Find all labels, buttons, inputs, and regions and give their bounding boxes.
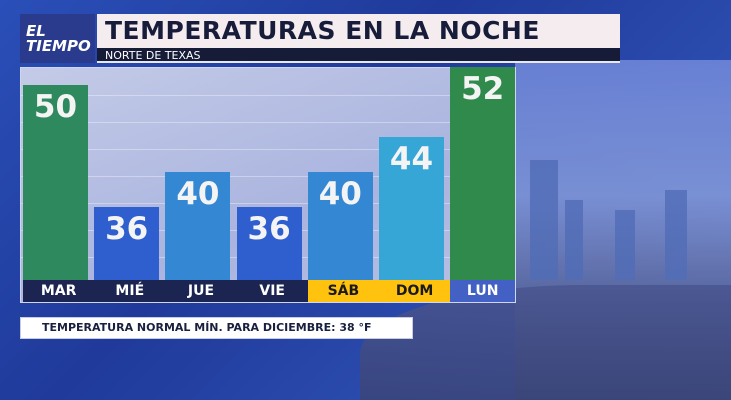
bar-4: 40	[307, 172, 373, 280]
day-label: VIE	[236, 280, 308, 302]
gridline	[21, 95, 515, 96]
day-label: MIÉ	[94, 280, 166, 302]
bar-value-label: 40	[176, 176, 220, 213]
subtitle: NORTE DE TEXAS	[97, 48, 620, 63]
day-label: MAR	[23, 280, 95, 302]
bar-value-label: 36	[105, 211, 149, 248]
logo-line2: TIEMPO	[26, 37, 91, 55]
bar-1: 36	[94, 207, 160, 280]
gridline	[21, 149, 515, 150]
normal-temperature-note: TEMPERATURA NORMAL MÍN. PARA DICIEMBRE: …	[20, 317, 413, 339]
gridline	[21, 203, 515, 204]
bar-value-label: 50	[33, 88, 78, 125]
bar-2: 40	[165, 172, 231, 280]
gridline	[21, 176, 515, 177]
bar-6: 52	[450, 67, 516, 280]
el-tiempo-logo: EL TIEMPO	[20, 14, 95, 63]
day-label: SÁB	[307, 280, 379, 302]
gridline	[21, 122, 515, 123]
bar-value-label: 52	[461, 71, 505, 108]
bar-5: 44	[379, 137, 444, 280]
bar-value-label: 36	[247, 211, 291, 248]
day-label: JUE	[165, 280, 237, 302]
page-title: TEMPERATURAS EN LA NOCHE	[97, 14, 620, 48]
bar-value-label: 40	[318, 176, 362, 213]
day-label: LUN	[450, 280, 516, 302]
logo-line1: EL	[26, 22, 46, 40]
bar-chart: 50 MAR 36 MIÉ 40 JUE 36 VIE 40 SÁB 44 DOM 52 LUN	[20, 67, 516, 303]
bar-0: 50	[23, 84, 88, 280]
bar-value-label: 44	[389, 141, 434, 178]
bar-3: 36	[236, 207, 302, 280]
day-label: DOM	[379, 280, 451, 302]
